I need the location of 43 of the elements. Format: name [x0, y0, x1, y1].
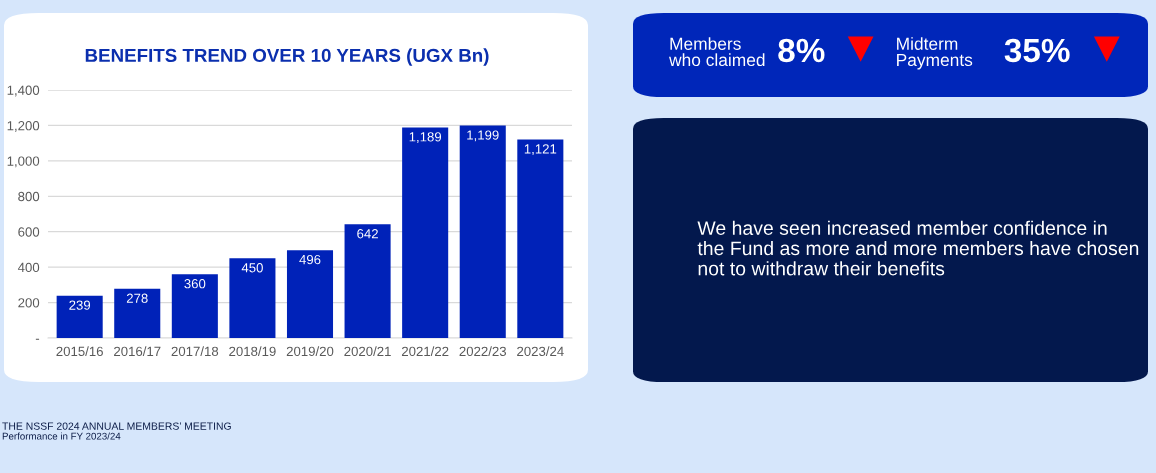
data-label: 1,121: [524, 144, 557, 156]
bar: [402, 127, 449, 338]
data-label: 642: [357, 229, 378, 239]
y-tick-label: 1,400: [7, 85, 40, 97]
bar: [344, 224, 391, 338]
text: Performance in FY 2023/24: [2, 432, 121, 440]
bar: [114, 288, 161, 338]
data-label: 1,189: [409, 132, 442, 144]
y-tick-label: 1,200: [7, 121, 40, 132]
x-tick-label: 2019/20: [286, 346, 334, 357]
x-tick-label: 2022/23: [459, 346, 507, 357]
text: We have seen increased member confidence in the Fund as more and more members have chosen not to withdraw their benefits: [697, 220, 1139, 276]
text: 35%: [1004, 38, 1070, 63]
x-tick-label: 2021/22: [401, 346, 449, 357]
data-label: 1,199: [467, 130, 499, 142]
y-tick-label: 400: [17, 262, 40, 273]
bar: [56, 295, 103, 338]
y-tick-label: 800: [18, 191, 40, 202]
data-label: 239: [69, 300, 91, 310]
text: THE NSSF 2024 ANNUAL MEMBERS’ MEETING: [2, 422, 231, 430]
data-label: 360: [184, 279, 206, 289]
text: 8%: [778, 38, 825, 63]
y-tick-label: 600: [18, 227, 40, 237]
data-label: 278: [126, 293, 148, 303]
x-tick-label: 2018/19: [229, 346, 276, 357]
data-label: 450: [241, 263, 263, 273]
data-label: 496: [299, 254, 321, 265]
bar: [171, 274, 218, 338]
x-tick-label: 2016/17: [114, 346, 161, 357]
bar: [286, 250, 334, 338]
x-tick-label: 2015/16: [56, 346, 103, 357]
bar: [229, 258, 276, 338]
x-tick-label: 2017/18: [171, 346, 219, 357]
x-tick-label: 2020/21: [344, 346, 391, 357]
bar: [459, 125, 506, 338]
y-tick-label: 1,000: [7, 156, 40, 168]
text: Midterm Payments: [897, 37, 973, 70]
bar: [517, 139, 564, 338]
y-tick-label: 200: [18, 298, 40, 308]
x-tick-label: 2023/24: [517, 346, 564, 357]
y-tick-label: -: [35, 338, 40, 340]
text: Members who claimed: [669, 37, 765, 67]
chart-title: BENEFITS TREND OVER 10 YEARS (UGX Bn): [85, 48, 489, 66]
